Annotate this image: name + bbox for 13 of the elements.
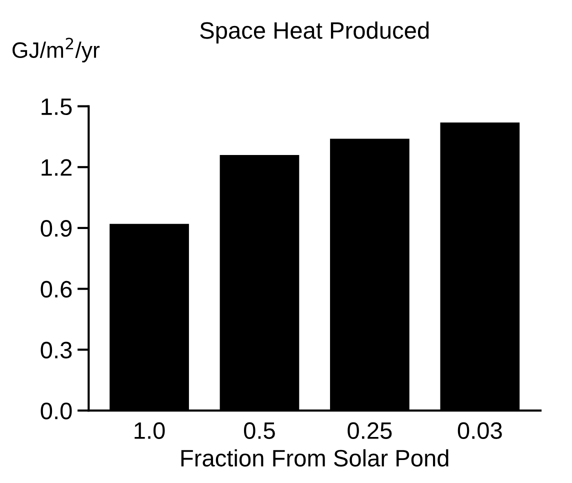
y-tick-label: 1.2 <box>42 159 72 176</box>
x-tick-label: 0.25 <box>348 422 392 440</box>
x-axis-title: Fraction From Solar Pond <box>181 449 448 467</box>
y-tick-label: 1.5 <box>42 98 72 116</box>
y-tick-label: 0.3 <box>40 342 72 358</box>
x-tick-label: 1.0 <box>134 422 165 440</box>
y-tick-label: 0.6 <box>40 280 72 298</box>
y-tick-label: 0.0 <box>40 402 72 420</box>
y-tick-label: 0.9 <box>40 220 72 237</box>
x-tick-label: 0.5 <box>244 422 275 440</box>
x-tick-label: 0.03 <box>458 422 502 440</box>
chart-title: Space Heat Produced <box>200 22 429 44</box>
y-axis-title: GJ/m$^{2}$/yr <box>12 38 100 62</box>
